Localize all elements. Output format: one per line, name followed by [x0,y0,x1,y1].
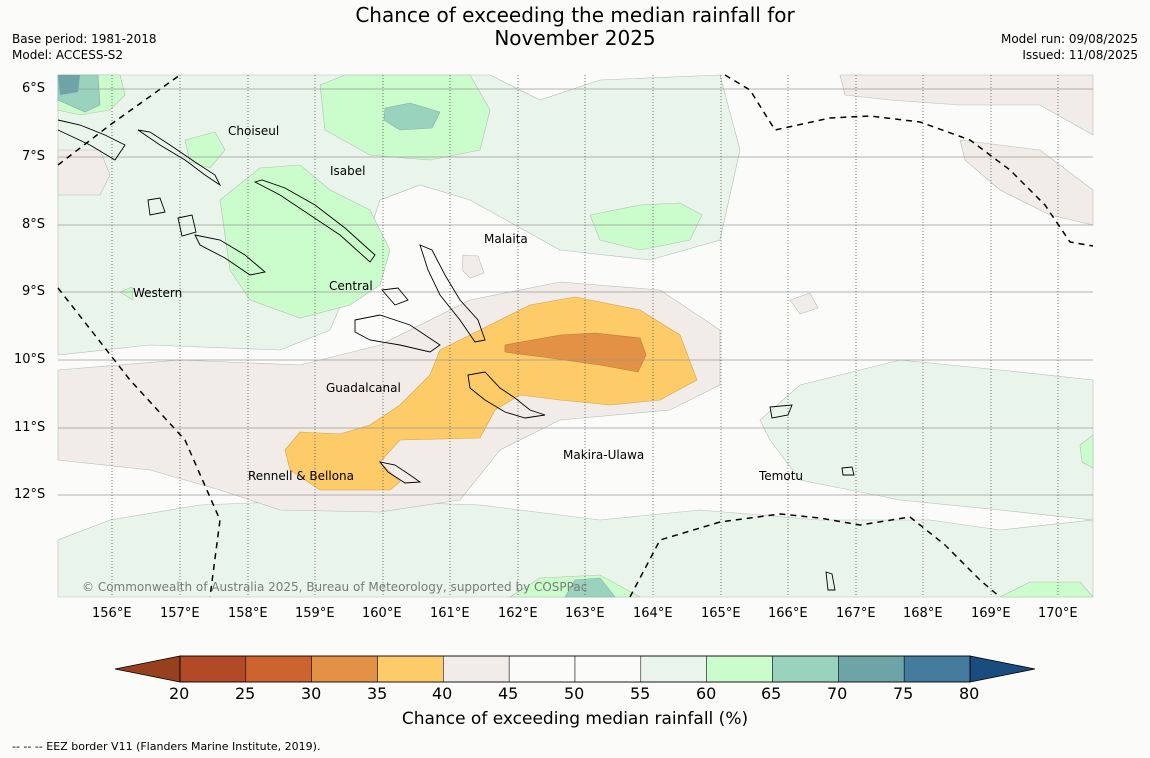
place-label-isabel: Isabel [330,164,366,178]
lon-label: 167°E [836,606,876,621]
lon-label: 163°E [565,606,605,621]
place-label-guadalcanal: Guadalcanal [326,381,401,395]
lon-label: 156°E [92,606,132,621]
eez-legend-note: -- -- -- EEZ border V11 (Flanders Marine… [12,740,321,753]
colorbar-cell [706,655,773,683]
lat-label: 10°S [14,352,46,367]
place-label-choiseul: Choiseul [228,124,280,138]
lat-label: 7°S [22,149,46,164]
colorbar-cell [574,655,642,683]
lat-label: 9°S [22,284,46,299]
colorbar-cell [311,655,378,683]
rainfall-contours [57,74,1094,598]
lon-label: 164°E [633,606,673,621]
colorbar-cell [179,655,247,683]
place-label-temotu: Temotu [759,469,804,483]
lon-label: 160°E [362,606,402,621]
lon-label: 161°E [430,606,470,621]
place-label-rennell-bellona: Rennell & Bellona [248,469,355,483]
place-label-makira-ulawa: Makira-Ulawa [563,448,645,462]
base-period: Base period: 1981-2018 [12,32,157,46]
colorbar-tick: 70 [827,684,848,703]
colorbar-tick: 30 [301,684,322,703]
colorbar-cell [443,655,510,683]
colorbar-tick: 65 [761,684,782,703]
lat-label: 11°S [14,420,46,435]
model-run: Model run: 09/08/2025 [1000,32,1138,46]
lon-label: 169°E [971,606,1011,621]
lon-label: 166°E [768,606,808,621]
colorbar-tick: 50 [564,684,585,703]
place-label-central: Central [329,279,373,293]
lon-label: 158°E [228,606,268,621]
colorbar-cell [377,655,444,683]
lat-gridlines [58,88,1093,496]
colorbar-cell [903,655,971,683]
lon-gridlines [111,75,1059,597]
lon-label: 165°E [701,606,741,621]
lon-label: 170°E [1038,606,1078,621]
coastlines [57,119,855,591]
colorbar-tick: 40 [432,684,453,703]
lon-label: 162°E [498,606,538,621]
lon-label: 159°E [295,606,335,621]
title-line-1: Chance of exceeding the median rainfall … [355,3,795,27]
colorbar [114,655,1036,683]
copyright-notice: © Commonwealth of Australia 2025, Bureau… [82,580,588,594]
colorbar-cell [640,655,707,683]
colorbar-cell [245,655,312,683]
colorbar-tick: 20 [169,684,190,703]
lat-label: 8°S [22,217,46,232]
colorbar-tick: 55 [630,684,651,703]
lat-label: 6°S [22,81,46,96]
lon-label: 168°E [903,606,943,621]
colorbar-tick: 45 [498,684,519,703]
colorbar-tick: 60 [696,684,717,703]
colorbar-cell [508,655,576,683]
colorbar-cell [772,655,839,683]
issued-date: Issued: 11/08/2025 [1022,48,1138,62]
colorbar-under-arrow [114,655,181,683]
eez-borders [57,74,1094,598]
colorbar-tick: 35 [367,684,388,703]
colorbar-tick: 80 [959,684,980,703]
place-label-western: Western [133,286,183,300]
colorbar-tick: 25 [235,684,256,703]
lat-label: 12°S [14,487,46,502]
figure-title: Chance of exceeding the median rainfall … [0,4,1150,50]
colorbar-label: Chance of exceeding median rainfall (%) [401,709,749,729]
lon-label: 157°E [160,606,200,621]
place-label-malaita: Malaita [484,232,528,246]
title-line-2: November 2025 [494,26,656,50]
meta-left: Base period: 1981-2018 Model: ACCESS-S2 [12,31,157,63]
colorbar-tick: 75 [893,684,914,703]
colorbar-over-arrow [969,655,1036,683]
meta-right: Model run: 09/08/2025 Issued: 11/08/2025 [1001,31,1138,63]
colorbar-cell [838,655,905,683]
model-name: Model: ACCESS-S2 [12,48,124,62]
